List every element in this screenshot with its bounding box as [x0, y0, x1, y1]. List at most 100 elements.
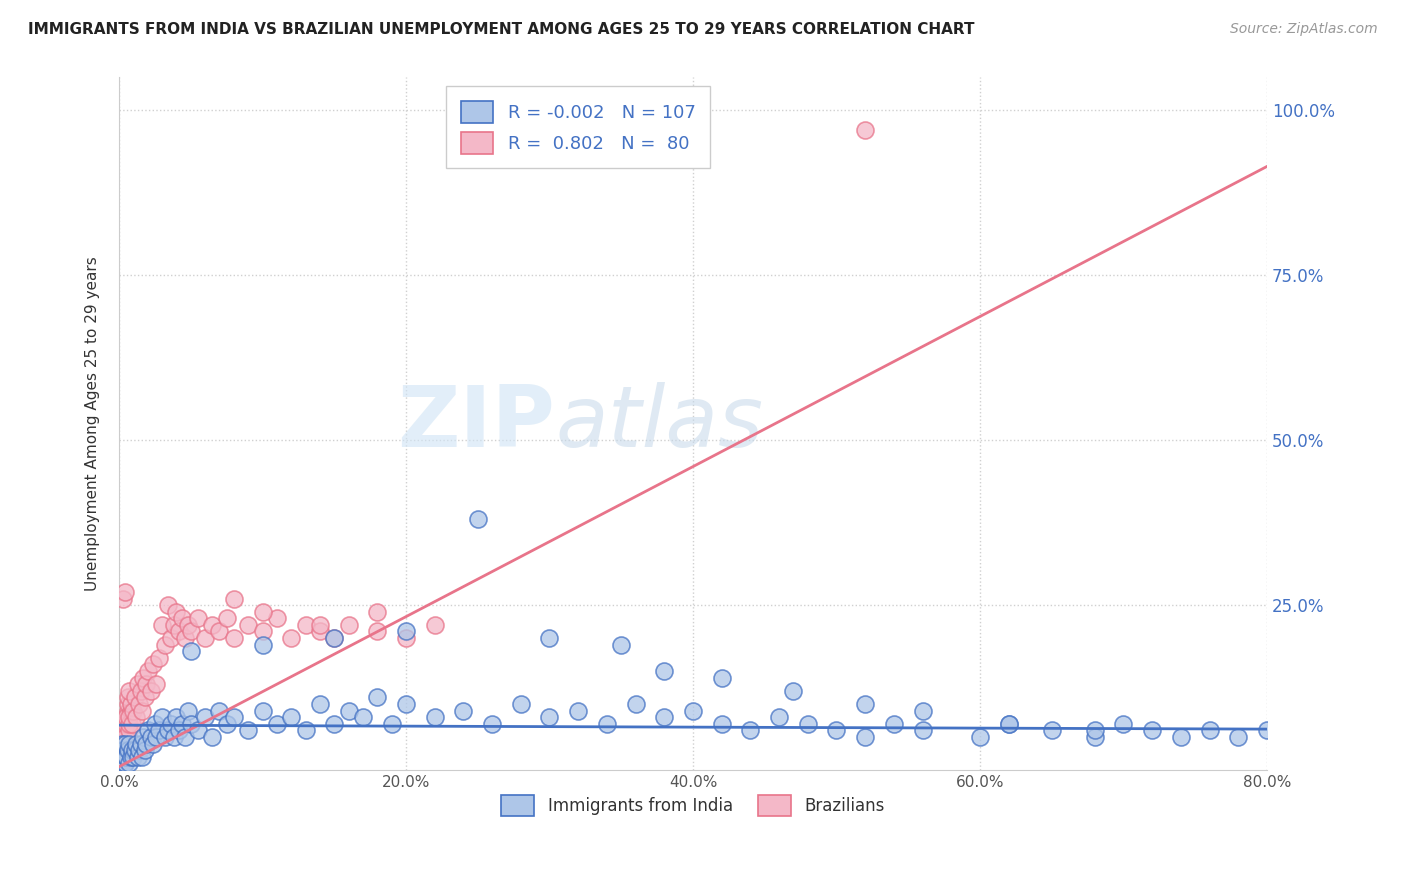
- Point: [111, 756, 134, 771]
- Point: [201, 730, 224, 744]
- Point: [162, 730, 184, 744]
- Point: [180, 624, 202, 639]
- Point: [121, 716, 143, 731]
- Point: [782, 683, 804, 698]
- Legend: Immigrants from India, Brazilians: Immigrants from India, Brazilians: [492, 787, 893, 824]
- Point: [1170, 730, 1192, 744]
- Point: [323, 716, 346, 731]
- Point: [112, 756, 135, 771]
- Point: [797, 716, 820, 731]
- Point: [148, 723, 170, 738]
- Point: [596, 716, 619, 731]
- Point: [122, 749, 145, 764]
- Point: [156, 598, 179, 612]
- Point: [110, 756, 132, 771]
- Point: [352, 710, 374, 724]
- Point: [395, 624, 418, 639]
- Point: [118, 723, 141, 738]
- Point: [252, 624, 274, 639]
- Point: [252, 638, 274, 652]
- Point: [222, 631, 245, 645]
- Point: [120, 704, 142, 718]
- Point: [294, 618, 316, 632]
- Point: [177, 704, 200, 718]
- Point: [117, 704, 139, 718]
- Point: [112, 749, 135, 764]
- Point: [187, 611, 209, 625]
- Point: [112, 756, 135, 771]
- Point: [252, 704, 274, 718]
- Text: Source: ZipAtlas.com: Source: ZipAtlas.com: [1230, 22, 1378, 37]
- Point: [127, 749, 149, 764]
- Point: [110, 743, 132, 757]
- Point: [395, 697, 418, 711]
- Point: [169, 723, 191, 738]
- Point: [135, 677, 157, 691]
- Point: [110, 756, 132, 771]
- Point: [423, 618, 446, 632]
- Point: [538, 631, 561, 645]
- Point: [118, 737, 141, 751]
- Point: [111, 737, 134, 751]
- Point: [111, 749, 134, 764]
- Point: [115, 730, 138, 744]
- Point: [114, 749, 136, 764]
- Point: [150, 618, 173, 632]
- Point: [969, 730, 991, 744]
- Point: [128, 743, 150, 757]
- Text: IMMIGRANTS FROM INDIA VS BRAZILIAN UNEMPLOYMENT AMONG AGES 25 TO 29 YEARS CORREL: IMMIGRANTS FROM INDIA VS BRAZILIAN UNEMP…: [28, 22, 974, 37]
- Point: [238, 723, 260, 738]
- Point: [911, 723, 934, 738]
- Point: [115, 716, 138, 731]
- Point: [114, 730, 136, 744]
- Point: [883, 716, 905, 731]
- Point: [142, 657, 165, 672]
- Point: [122, 704, 145, 718]
- Point: [853, 697, 876, 711]
- Point: [111, 730, 134, 744]
- Point: [997, 716, 1019, 731]
- Point: [112, 591, 135, 606]
- Point: [652, 710, 675, 724]
- Text: ZIP: ZIP: [398, 382, 555, 466]
- Point: [337, 704, 360, 718]
- Point: [294, 723, 316, 738]
- Point: [132, 671, 155, 685]
- Point: [174, 631, 197, 645]
- Point: [1112, 716, 1135, 731]
- Point: [280, 710, 302, 724]
- Point: [165, 605, 187, 619]
- Point: [114, 737, 136, 751]
- Point: [159, 716, 181, 731]
- Point: [187, 723, 209, 738]
- Point: [143, 716, 166, 731]
- Point: [624, 697, 647, 711]
- Point: [153, 730, 176, 744]
- Point: [129, 683, 152, 698]
- Point: [467, 512, 489, 526]
- Point: [159, 631, 181, 645]
- Point: [165, 710, 187, 724]
- Point: [911, 704, 934, 718]
- Point: [135, 737, 157, 751]
- Point: [129, 737, 152, 751]
- Point: [145, 730, 167, 744]
- Point: [110, 743, 132, 757]
- Point: [423, 710, 446, 724]
- Point: [117, 743, 139, 757]
- Point: [215, 716, 238, 731]
- Point: [142, 737, 165, 751]
- Point: [280, 631, 302, 645]
- Point: [252, 605, 274, 619]
- Point: [1140, 723, 1163, 738]
- Point: [134, 743, 156, 757]
- Point: [172, 716, 194, 731]
- Point: [194, 710, 217, 724]
- Point: [208, 704, 231, 718]
- Point: [309, 618, 332, 632]
- Point: [136, 723, 159, 738]
- Point: [169, 624, 191, 639]
- Point: [127, 677, 149, 691]
- Point: [132, 730, 155, 744]
- Point: [1256, 723, 1278, 738]
